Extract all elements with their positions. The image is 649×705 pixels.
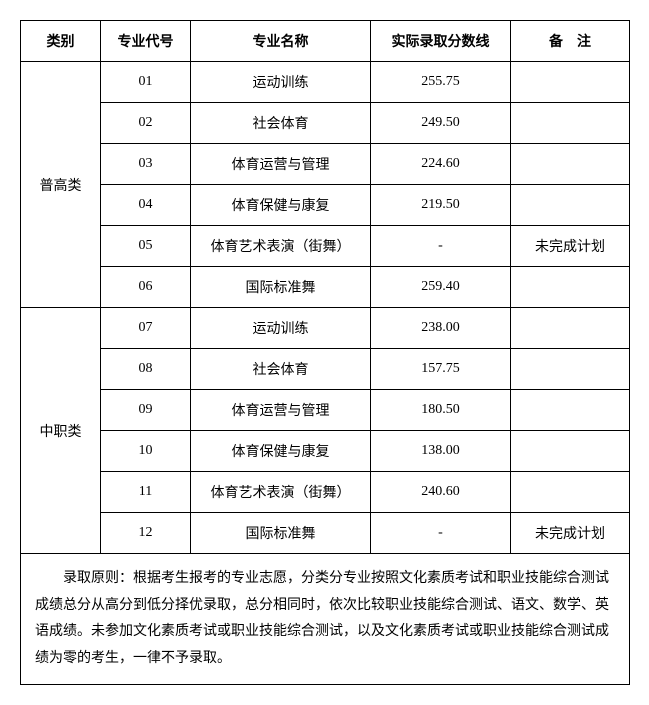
score-cell: 259.40 [371, 267, 511, 308]
remark-cell [511, 472, 630, 513]
major-cell: 运动训练 [191, 62, 371, 103]
score-cell: 157.75 [371, 349, 511, 390]
code-cell: 11 [101, 472, 191, 513]
admission-table: 类别 专业代号 专业名称 实际录取分数线 备 注 普高类 01 运动训练 255… [20, 20, 630, 685]
table-row: 03 体育运营与管理 224.60 [21, 144, 630, 185]
major-cell: 国际标准舞 [191, 267, 371, 308]
header-major: 专业名称 [191, 21, 371, 62]
header-row: 类别 专业代号 专业名称 实际录取分数线 备 注 [21, 21, 630, 62]
code-cell: 07 [101, 308, 191, 349]
major-cell: 体育艺术表演（街舞） [191, 472, 371, 513]
table-row: 中职类 07 运动训练 238.00 [21, 308, 630, 349]
code-cell: 12 [101, 513, 191, 554]
code-cell: 08 [101, 349, 191, 390]
header-code: 专业代号 [101, 21, 191, 62]
note-row: 录取原则：根据考生报考的专业志愿，分类分专业按照文化素质考试和职业技能综合测试成… [21, 554, 630, 685]
table-row: 11 体育艺术表演（街舞） 240.60 [21, 472, 630, 513]
score-cell: 224.60 [371, 144, 511, 185]
score-cell: - [371, 226, 511, 267]
remark-cell: 未完成计划 [511, 513, 630, 554]
table-row: 12 国际标准舞 - 未完成计划 [21, 513, 630, 554]
code-cell: 01 [101, 62, 191, 103]
major-cell: 体育保健与康复 [191, 185, 371, 226]
category-cell: 中职类 [21, 308, 101, 554]
score-cell: 180.50 [371, 390, 511, 431]
table-row: 09 体育运营与管理 180.50 [21, 390, 630, 431]
remark-cell [511, 267, 630, 308]
score-cell: 138.00 [371, 431, 511, 472]
category-cell: 普高类 [21, 62, 101, 308]
score-cell: 249.50 [371, 103, 511, 144]
score-cell: - [371, 513, 511, 554]
major-cell: 社会体育 [191, 349, 371, 390]
major-cell: 体育艺术表演（街舞） [191, 226, 371, 267]
table-row: 05 体育艺术表演（街舞） - 未完成计划 [21, 226, 630, 267]
table-row: 普高类 01 运动训练 255.75 [21, 62, 630, 103]
remark-cell [511, 62, 630, 103]
code-cell: 04 [101, 185, 191, 226]
note-cell: 录取原则：根据考生报考的专业志愿，分类分专业按照文化素质考试和职业技能综合测试成… [21, 554, 630, 685]
remark-cell [511, 349, 630, 390]
score-cell: 255.75 [371, 62, 511, 103]
major-cell: 国际标准舞 [191, 513, 371, 554]
remark-cell [511, 185, 630, 226]
remark-cell [511, 390, 630, 431]
major-cell: 体育运营与管理 [191, 390, 371, 431]
major-cell: 体育保健与康复 [191, 431, 371, 472]
code-cell: 05 [101, 226, 191, 267]
header-category: 类别 [21, 21, 101, 62]
code-cell: 09 [101, 390, 191, 431]
header-remark: 备 注 [511, 21, 630, 62]
score-cell: 240.60 [371, 472, 511, 513]
remark-cell: 未完成计划 [511, 226, 630, 267]
major-cell: 体育运营与管理 [191, 144, 371, 185]
major-cell: 社会体育 [191, 103, 371, 144]
score-cell: 219.50 [371, 185, 511, 226]
table-row: 06 国际标准舞 259.40 [21, 267, 630, 308]
remark-cell [511, 431, 630, 472]
table-row: 10 体育保健与康复 138.00 [21, 431, 630, 472]
code-cell: 10 [101, 431, 191, 472]
table-row: 04 体育保健与康复 219.50 [21, 185, 630, 226]
remark-cell [511, 308, 630, 349]
major-cell: 运动训练 [191, 308, 371, 349]
code-cell: 06 [101, 267, 191, 308]
code-cell: 02 [101, 103, 191, 144]
code-cell: 03 [101, 144, 191, 185]
score-cell: 238.00 [371, 308, 511, 349]
remark-cell [511, 144, 630, 185]
header-score: 实际录取分数线 [371, 21, 511, 62]
remark-cell [511, 103, 630, 144]
table-row: 08 社会体育 157.75 [21, 349, 630, 390]
table-row: 02 社会体育 249.50 [21, 103, 630, 144]
